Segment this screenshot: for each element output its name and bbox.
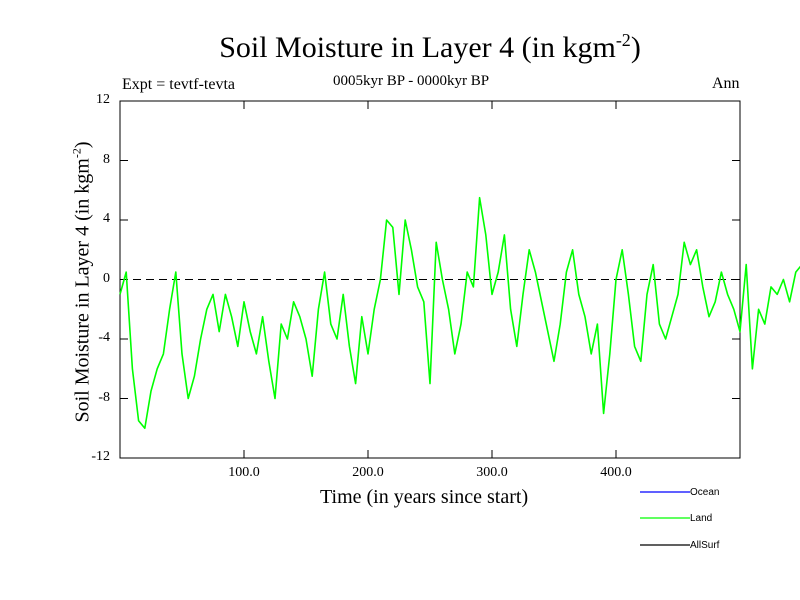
x-tick-label: 200.0 [352, 465, 384, 480]
legend-label-ocean: Ocean [690, 487, 720, 498]
x-tick-label: 400.0 [600, 465, 632, 480]
period-label: Ann [712, 75, 740, 92]
x-tick-label: 100.0 [228, 465, 260, 480]
legend-label-allsurf: AllSurf [690, 540, 720, 551]
legend-label-land: Land [690, 513, 713, 524]
y-tick-label: 8 [103, 151, 110, 167]
y-tick-label: -8 [98, 389, 110, 405]
y-tick-label: -4 [98, 330, 110, 345]
series-line-land [119, 196, 800, 430]
y-tick-label: -12 [91, 449, 110, 464]
y-tick-label: 12 [96, 92, 110, 107]
chart-title: Soil Moisture in Layer 4 (in kgm-2) [219, 30, 641, 64]
x-tick-label: 300.0 [476, 465, 508, 480]
axis-ticks [120, 100, 740, 459]
experiment-label: Expt = tevtf-tevta [122, 76, 235, 93]
x-axis-label: Time (in years since start) [320, 486, 529, 508]
chart-subtitle: 0005kyr BP - 0000kyr BP [333, 73, 490, 89]
y-tick-label: 0 [103, 270, 110, 286]
y-tick-label: 4 [103, 211, 110, 226]
